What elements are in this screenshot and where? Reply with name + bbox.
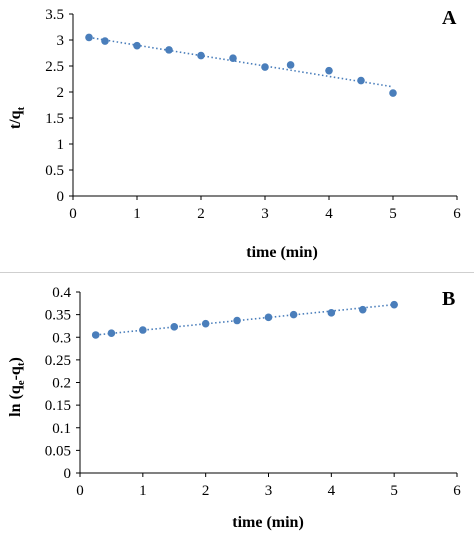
x-tick-label-b: 0 (76, 483, 84, 499)
chart-a-svg: A time (min) t/qt 0 1 2 3 4 5 6 0 0.5 1 1.5 2 2.5 3 3.… (7, 7, 461, 261)
data-point-a (229, 54, 237, 62)
x-tick-label-a: 5 (389, 206, 397, 222)
data-point-b (107, 329, 116, 337)
data-point-a (357, 76, 365, 85)
y-tick-label-a: 1.5 (45, 111, 64, 127)
data-point-b (327, 309, 336, 317)
x-tick-label-b: 2 (202, 483, 210, 499)
y-tick-label-b: 0.25 (45, 353, 71, 369)
y-axis-title-a: t/qt (7, 107, 27, 130)
data-point-a (325, 66, 333, 75)
y-axis-title-a-main: t/q (7, 110, 24, 129)
x-tick-label-b: 3 (265, 483, 273, 499)
data-point-b (264, 313, 273, 322)
y-tick-label-a: 0 (57, 189, 65, 205)
x-tick-label-a: 0 (69, 206, 77, 222)
data-point-b (233, 316, 241, 325)
data-point-b (91, 331, 100, 339)
panel-a-label: A (442, 7, 457, 29)
y-tick-label-b: 0.35 (45, 308, 71, 324)
x-tick-label-a: 3 (261, 206, 269, 222)
y-axis-title-b-sub1: e (15, 380, 27, 385)
chart-panel-a: A time (min) t/qt 0 1 2 3 4 5 6 0 0.5 1 1.5 2 2.5 3 3.… (0, 0, 474, 266)
x-tick-label-a: 1 (133, 206, 141, 222)
data-point-a (165, 46, 173, 54)
x-tick-label-b: 4 (328, 483, 336, 499)
data-point-a (197, 51, 205, 60)
y-tick-label-b: 0.2 (52, 376, 71, 392)
y-tick-label-a: 2.5 (45, 59, 64, 75)
data-point-b (358, 305, 367, 314)
data-point-b (170, 323, 179, 331)
y-tick-label-b: 0.15 (45, 398, 71, 414)
y-tick-label-a: 0.5 (45, 163, 64, 179)
x-tick-label-a: 2 (197, 206, 205, 222)
y-axis-title-a-sub: t (15, 107, 27, 111)
y-tick-label-a: 3.5 (45, 7, 64, 23)
chart-b-svg: B time (min) ln (qe-qt) 0 1 2 3 4 5 600.050.10… (7, 285, 462, 531)
panel-b-label: B (442, 288, 455, 310)
x-tick-label-b: 1 (139, 483, 147, 499)
y-tick-label-b: 0.1 (52, 421, 71, 437)
y-axis-title-b-sub2: t (15, 362, 27, 366)
y-axis-title-b-end: ) (7, 357, 24, 362)
y-tick-label-b: 0 (64, 466, 72, 482)
y-tick-label-b: 0.05 (45, 443, 71, 459)
y-axis-title-b: ln (qe-qt) (7, 357, 27, 417)
data-point-b (201, 319, 210, 328)
y-tick-label-b: 0.4 (52, 285, 71, 301)
x-tick-label-b: 5 (390, 483, 398, 499)
data-point-a (389, 89, 397, 97)
plot-area-a: 0 1 2 3 4 5 6 0 0.5 1 1.5 2 2.5 3 3.5 (45, 7, 461, 222)
y-tick-label-a: 3 (57, 33, 65, 49)
x-tick-label-a: 4 (325, 206, 333, 222)
data-point-a (85, 33, 93, 42)
plot-area-b: 0 1 2 3 4 5 6 0 0.05 0.1 0.15 0.2 0.25 0.3 0.35 0.4 (45, 285, 462, 499)
y-axis-title-b-mid: -q (7, 366, 24, 380)
x-axis-title-b: time (min) (232, 514, 304, 531)
x-tick-label-a: 6 (453, 206, 461, 222)
x-tick-label-b: 6 (453, 483, 461, 499)
x-axis-title-a: time (min) (246, 244, 318, 261)
data-point-a (286, 61, 295, 69)
trendline-a (88, 36, 394, 88)
data-point-a (133, 41, 141, 50)
chart-panel-b: B time (min) ln (qe-qt) 0 1 2 3 4 5 6 0 0.05 0.1 0… (0, 272, 474, 541)
data-point-a (261, 63, 269, 71)
y-tick-label-a: 2 (57, 85, 65, 101)
y-axis-title-b-main: ln (q (7, 385, 24, 417)
data-point-a (101, 37, 109, 45)
data-point-b (390, 300, 398, 309)
data-point-b (289, 310, 298, 319)
y-tick-label-a: 1 (57, 137, 65, 153)
data-point-b (139, 326, 147, 334)
y-tick-label-b: 0.3 (52, 330, 71, 346)
